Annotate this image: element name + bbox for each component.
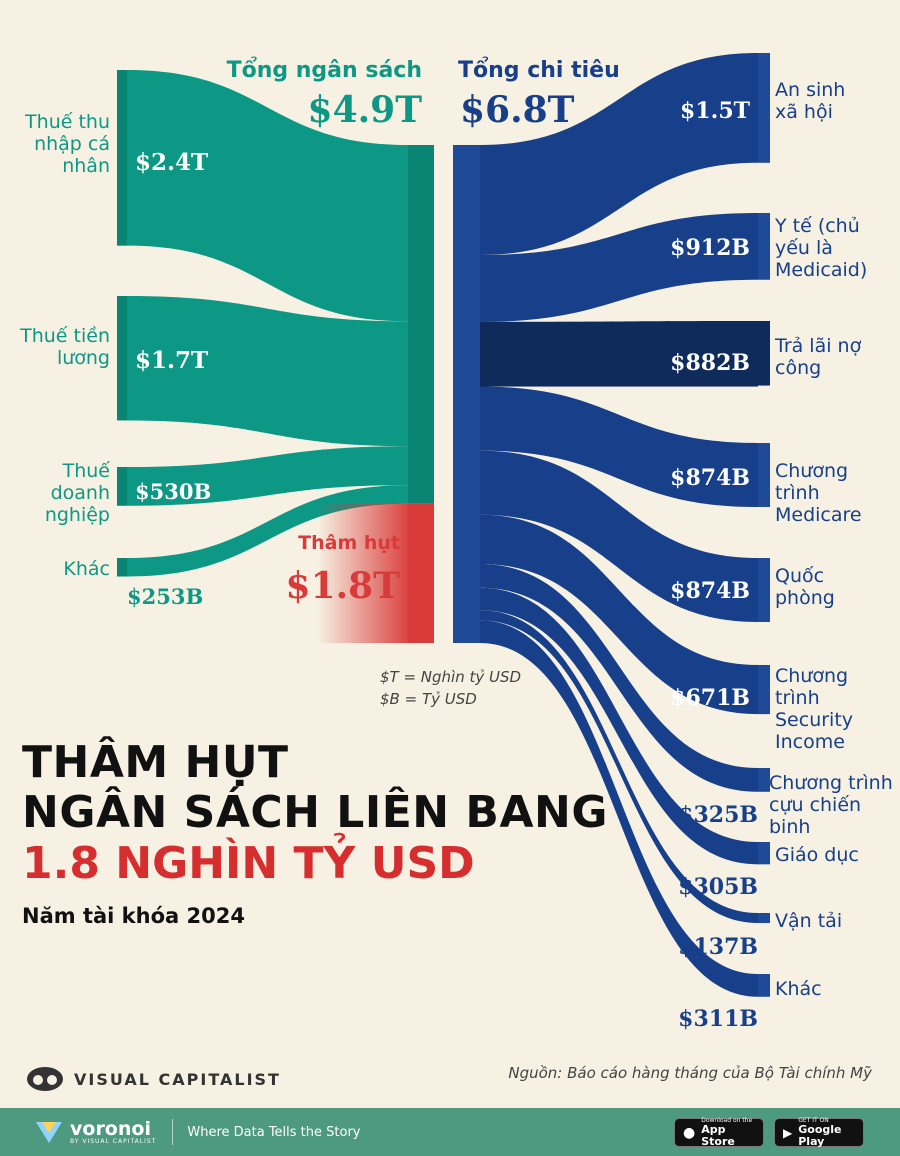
revenue-total: $4.9T	[308, 89, 423, 131]
visual-capitalist-logo-icon	[27, 1067, 63, 1091]
spending-flow-6	[480, 563, 758, 792]
target-value-4: $874B	[670, 578, 750, 604]
target-value-0: $1.5T	[680, 98, 751, 124]
voronoi-logo-icon	[36, 1122, 62, 1143]
units-note-t: $T = Nghìn tỷ USD	[380, 668, 521, 686]
spending-flow-7	[480, 587, 758, 865]
title-line-1: THÂM HỤT	[22, 737, 289, 788]
revenue-header: Tổng ngân sách	[227, 57, 422, 83]
source-node-1	[117, 296, 127, 421]
target-value-2: $882B	[670, 350, 750, 376]
spending-flow-3	[480, 386, 758, 507]
spending-header: Tổng chi tiêu	[458, 57, 620, 83]
target-value-7: $305B	[678, 874, 758, 900]
target-name-2: Trả lãi nợ công	[774, 335, 862, 379]
spending-flow-5	[480, 514, 758, 715]
target-name-8: Vận tải	[775, 910, 842, 932]
source-name-1: Thuế tiền lương	[19, 325, 110, 369]
target-name-3: Chương trình Medicare	[775, 460, 862, 526]
spending-flow-interest-band	[480, 321, 758, 387]
revenue-bar	[408, 145, 434, 504]
target-name-4: Quốc phòng	[775, 565, 835, 609]
voronoi-sub: BY VISUAL CAPITALIST	[70, 1137, 157, 1145]
app-store-button[interactable]: ● Download on the App Store	[674, 1117, 764, 1148]
brand-name: VISUAL CAPITALIST	[74, 1069, 281, 1089]
spending-total: $6.8T	[460, 89, 575, 131]
target-value-5: $671B	[670, 685, 750, 711]
source-note: Nguồn: Báo cáo hàng tháng của Bộ Tài chí…	[508, 1064, 872, 1082]
subtitle: Năm tài khóa 2024	[22, 904, 245, 928]
units-note-b: $B = Tỷ USD	[380, 690, 477, 708]
google-play-small: GET IT ON	[798, 1117, 829, 1124]
visual-capitalist-brand: VISUAL CAPITALIST	[26, 1066, 281, 1092]
footer-bar: voronoi BY VISUAL CAPITALIST Where Data …	[0, 1108, 900, 1156]
target-value-8: $137B	[678, 934, 758, 960]
spending-node-4	[758, 558, 770, 622]
spending-node-8	[758, 913, 770, 924]
spending-flow-1	[480, 213, 758, 322]
voronoi-logo[interactable]: voronoi BY VISUAL CAPITALIST	[34, 1119, 156, 1145]
google-play-button[interactable]: ▶ GET IT ON Google Play	[774, 1117, 864, 1148]
spending-node-5	[758, 665, 770, 715]
source-flow-0	[127, 70, 408, 322]
spending-node-2	[758, 321, 770, 386]
target-name-1: Y tế (chủ yếu là Medicaid)	[774, 215, 867, 281]
target-value-3: $874B	[670, 465, 750, 491]
deficit-bar	[408, 503, 434, 643]
deficit-flow	[318, 503, 408, 643]
spending-bar	[453, 145, 480, 643]
spending-node-0	[758, 53, 770, 163]
spending-node-9	[758, 974, 770, 997]
footer-tagline: Where Data Tells the Story	[187, 1124, 361, 1140]
title-line-3: 1.8 NGHÌN TỶ USD	[22, 838, 475, 889]
target-name-9: Khác	[775, 978, 822, 1000]
title-block: THÂM HỤT NGÂN SÁCH LIÊN BANG 1.8 NGHÌN T…	[22, 737, 608, 929]
app-store-small: Download on the	[701, 1117, 753, 1124]
target-name-5: Chương trình Security Income	[775, 665, 853, 753]
target-name-7: Giáo dục	[775, 844, 859, 866]
source-value-1: $1.7T	[135, 347, 208, 374]
spending-node-1	[758, 213, 770, 280]
source-flow-2	[127, 446, 408, 506]
app-store-big: App Store	[701, 1123, 735, 1148]
footer-divider	[172, 1119, 174, 1145]
sankey-chart: Thuế thu nhập cá nhân Thuế tiền lương Thuế doa…	[19, 53, 893, 1032]
target-value-6: $325B	[678, 802, 758, 828]
deficit-label: Thâm hụt	[298, 532, 400, 554]
source-name-0: Thuế thu nhập cá nhân	[24, 111, 110, 177]
source-flow-1	[127, 296, 408, 447]
spending-node-7	[758, 842, 770, 865]
source-node-0	[117, 70, 127, 246]
spending-node-6	[758, 768, 770, 792]
source-value-0: $2.4T	[135, 149, 208, 176]
target-value-9: $311B	[678, 1006, 758, 1032]
deficit-value: $1.8T	[286, 565, 401, 607]
target-value-1: $912B	[670, 235, 750, 261]
target-name-0: An sinh xã hội	[775, 79, 845, 123]
source-value-3: $253B	[127, 584, 203, 609]
google-play-big: Google Play	[798, 1123, 842, 1148]
spending-flow-9	[480, 620, 758, 997]
source-node-3	[117, 558, 127, 577]
source-name-2: Thuế doanh nghiệp	[45, 460, 110, 526]
spending-node-3	[758, 443, 770, 507]
target-name-6: Chương trình cựu chiến binh	[769, 772, 893, 838]
source-node-2	[117, 467, 127, 506]
apple-icon: ●	[683, 1124, 696, 1141]
source-name-3: Khác	[63, 558, 110, 580]
source-value-2: $530B	[135, 479, 211, 504]
spending-flow-4	[480, 450, 758, 622]
voronoi-name: voronoi	[70, 1117, 151, 1140]
spending-flow-0	[480, 53, 758, 255]
spending-flow-8	[480, 610, 758, 924]
google-play-icon: ▶	[783, 1125, 793, 1140]
title-line-2: NGÂN SÁCH LIÊN BANG	[22, 787, 608, 838]
